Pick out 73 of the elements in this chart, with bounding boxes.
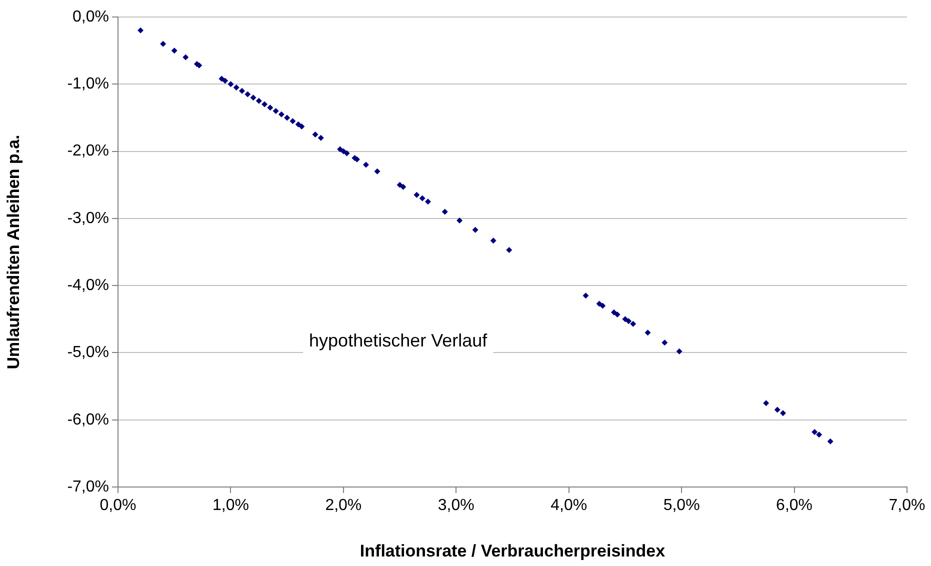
y-tick-label: -5,0% [67,344,109,362]
point [228,81,234,88]
y-tick-label: -7,0% [67,478,109,496]
y-tick-label: -1,0% [67,76,109,93]
x-tick-label: 6,0% [776,497,813,514]
point [238,88,245,94]
x-tick-label: 3,0% [438,497,474,514]
point [182,54,189,60]
point [816,432,822,438]
point [244,91,251,98]
x-tick-label: 2,0% [325,497,362,514]
y-tick-label: 0,0% [72,8,109,26]
point [582,292,589,299]
point [337,146,344,152]
point [218,76,225,82]
point [160,40,166,47]
point [630,320,636,327]
point [644,330,651,336]
point [414,192,420,198]
y-tick-label: -2,0% [67,142,109,160]
point [780,410,786,416]
point [171,48,178,54]
point [490,238,496,244]
point [774,406,780,413]
x-tick-label: 1,0% [212,497,249,514]
annotation: hypothetischer Verlauf [309,330,488,350]
point [506,246,512,253]
point [600,302,606,309]
point [676,348,682,354]
point [256,98,262,104]
point [424,198,431,205]
point [250,94,256,101]
point [456,217,463,224]
x-tick-label: 5,0% [663,497,700,514]
x-tick-label: 0,0% [100,497,136,514]
point [290,118,296,124]
point [278,111,284,118]
point [614,311,620,318]
point [222,78,228,84]
y-tick-label: -6,0% [67,411,109,428]
x-axis-title: Inflationsrate / Verbraucherpreisindex [360,541,666,560]
point [662,340,668,346]
point [298,123,305,130]
point [626,318,632,324]
point [812,428,818,435]
point [233,84,240,90]
point [362,162,369,168]
point [827,438,834,444]
point [419,195,426,202]
point [138,27,144,34]
x-tick-label: 7,0% [888,497,926,514]
point [344,150,350,156]
point [622,316,628,322]
point [295,121,302,128]
point [763,400,770,406]
x-tick-label: 4,0% [550,497,588,514]
point [318,134,324,141]
point [400,184,406,190]
point [610,309,617,316]
point [312,132,318,138]
point [472,226,478,233]
point [442,208,448,215]
point [267,104,274,111]
point [272,108,279,114]
point [374,168,380,174]
point [284,114,290,121]
point [396,182,403,188]
point [596,300,602,307]
y-tick-label: -3,0% [67,210,109,227]
point [262,101,268,108]
point [340,148,346,154]
y-axis-title: Umlaufrenditen Anleihen p.a. [4,134,23,370]
y-tick-label: -4,0% [67,276,109,294]
